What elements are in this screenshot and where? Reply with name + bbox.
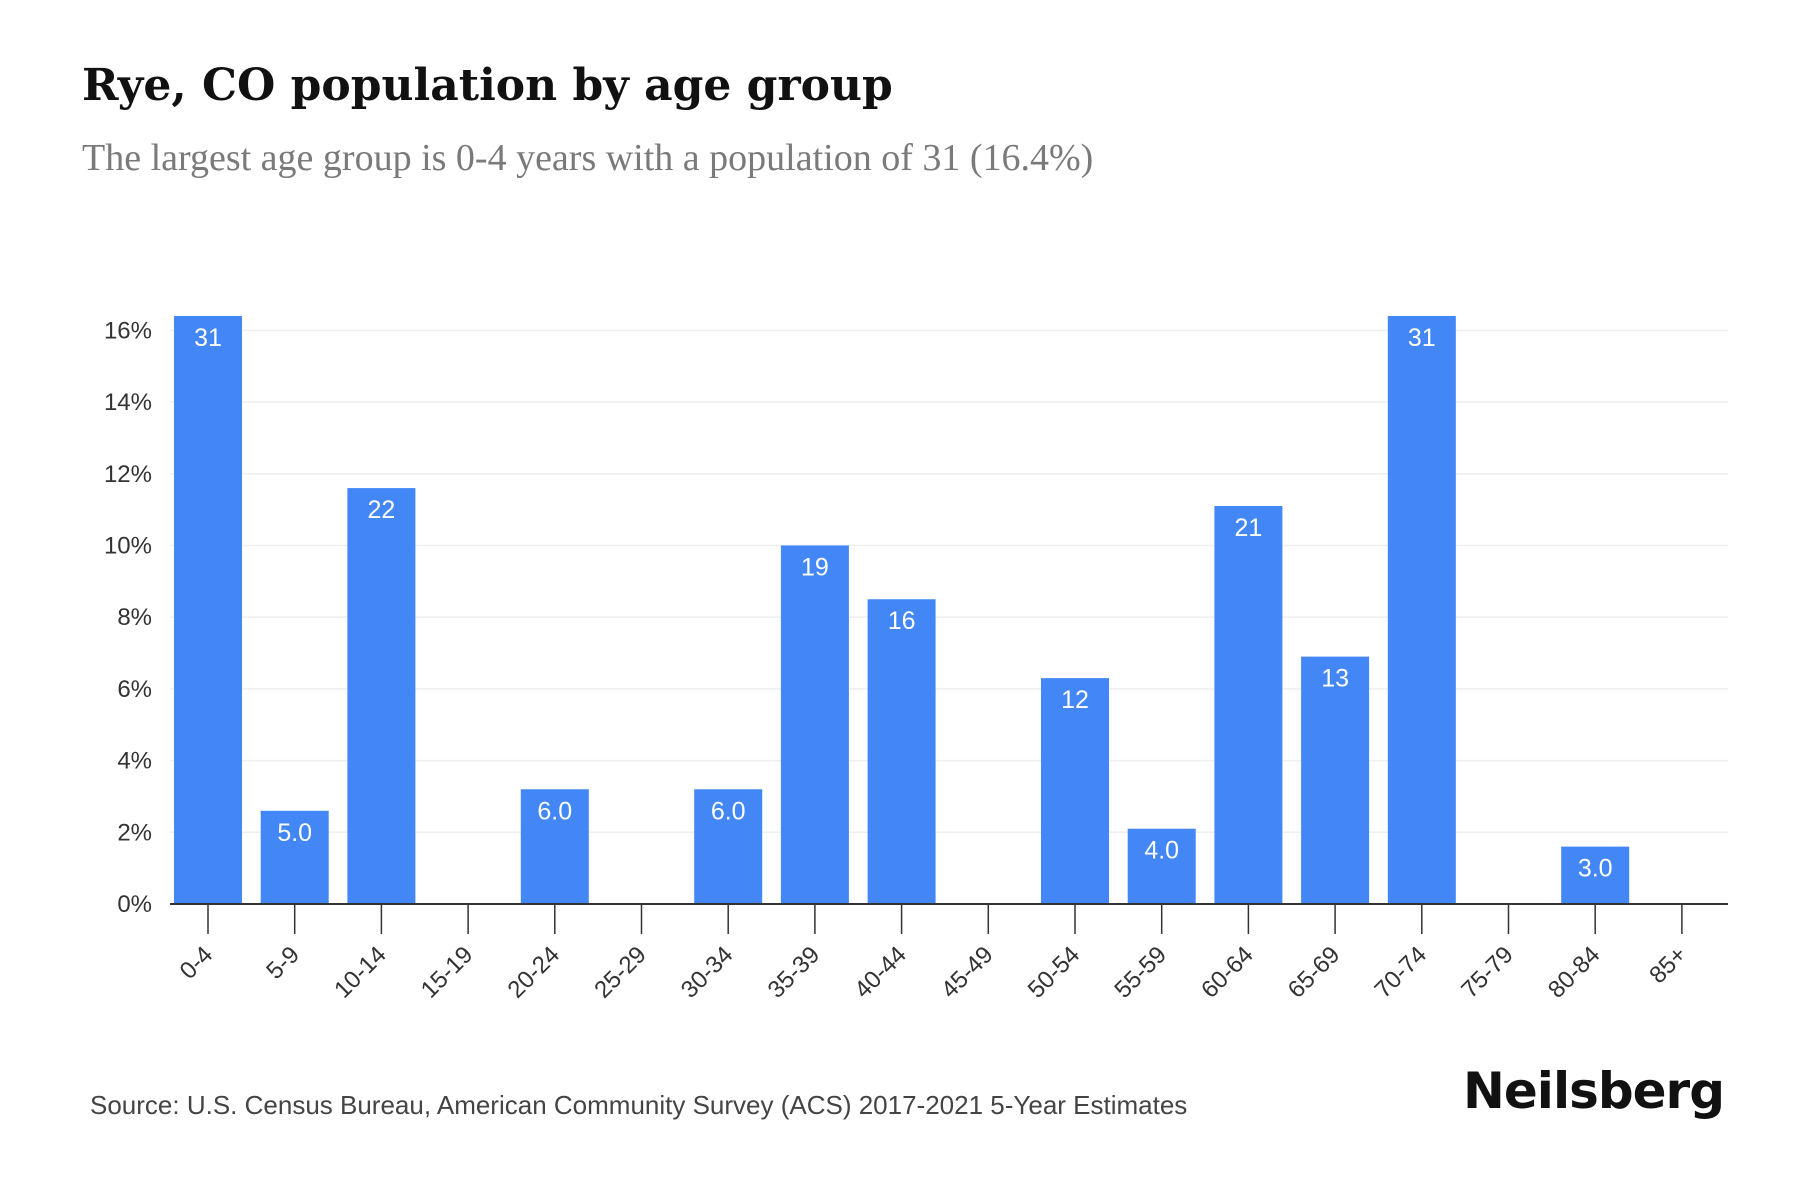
bar (347, 488, 416, 904)
x-tick-label: 40-44 (849, 941, 912, 1004)
x-tick-label: 0-4 (175, 941, 219, 985)
y-tick-label: 16% (104, 317, 152, 344)
bar (867, 599, 936, 904)
bar-value-label: 16 (888, 607, 916, 635)
x-tick-label: 80-84 (1543, 941, 1606, 1004)
bar (520, 789, 589, 904)
bar-value-label: 13 (1321, 665, 1349, 693)
bar (1127, 828, 1196, 904)
source-note: Source: U.S. Census Bureau, American Com… (90, 1090, 1188, 1120)
bar-value-label: 4.0 (1144, 837, 1179, 865)
y-tick-label: 12% (104, 461, 152, 488)
bar-value-label: 31 (194, 324, 222, 352)
brand-logo: Neilsberg (1463, 1062, 1725, 1120)
bar-value-label: 19 (801, 553, 829, 581)
x-tick-label: 60-64 (1196, 941, 1259, 1004)
bar-value-label: 3.0 (1578, 855, 1613, 883)
bar (1561, 846, 1630, 904)
y-tick-label: 0% (117, 891, 152, 918)
x-tick-label: 30-34 (676, 941, 739, 1004)
x-tick-label: 5-9 (261, 941, 305, 985)
bar-value-label: 22 (367, 496, 395, 524)
bar-value-label: 6.0 (537, 797, 572, 825)
bar (260, 810, 329, 904)
bar (1041, 678, 1109, 904)
x-tick-label: 15-19 (416, 941, 479, 1004)
x-tick-label: 65-69 (1283, 941, 1346, 1004)
x-tick-label: 25-29 (589, 941, 652, 1004)
y-tick-label: 4% (117, 748, 152, 775)
bar (694, 789, 763, 904)
x-tick-label: 10-14 (329, 941, 392, 1004)
bar (174, 316, 242, 904)
x-tick-label: 55-59 (1109, 941, 1172, 1004)
x-tick-label: 75-79 (1456, 941, 1519, 1004)
bar-value-label: 6.0 (711, 797, 746, 825)
bar (1214, 506, 1283, 904)
y-tick-label: 10% (104, 532, 152, 559)
x-tick-label: 70-74 (1370, 941, 1433, 1004)
y-tick-label: 8% (117, 604, 152, 631)
bar (780, 545, 849, 904)
chart-subtitle: The largest age group is 0-4 years with … (82, 137, 1094, 179)
bar-value-label: 21 (1234, 514, 1262, 542)
bar-value-label: 5.0 (277, 819, 312, 847)
bar-value-label: 31 (1408, 324, 1436, 352)
x-tick-label: 85+ (1644, 941, 1692, 989)
y-tick-label: 2% (117, 819, 152, 846)
x-tick-label: 50-54 (1023, 941, 1086, 1004)
x-tick-label: 35-39 (763, 941, 826, 1004)
bar-value-label: 12 (1061, 686, 1089, 714)
x-tick-label: 20-24 (503, 941, 566, 1004)
x-tick-label: 45-49 (936, 941, 999, 1004)
bar (1387, 316, 1456, 904)
chart-title: Rye, CO population by age group (82, 60, 893, 111)
y-tick-label: 14% (104, 389, 152, 416)
bar (1301, 656, 1370, 904)
y-tick-label: 6% (117, 676, 152, 703)
